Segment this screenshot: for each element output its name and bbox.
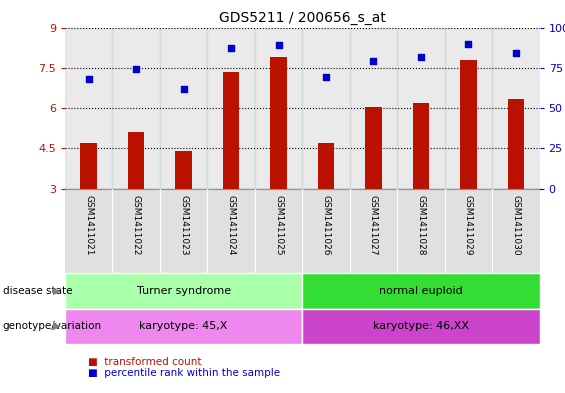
Point [464, 40, 473, 47]
Bar [128, 132, 145, 189]
Text: normal euploid: normal euploid [379, 286, 463, 296]
Bar [65, 189, 112, 273]
Text: karyotype: 46,XX: karyotype: 46,XX [373, 321, 469, 331]
Text: karyotype: 45,X: karyotype: 45,X [140, 321, 228, 331]
Bar [207, 28, 255, 189]
Text: Turner syndrome: Turner syndrome [137, 286, 231, 296]
Bar [175, 151, 192, 189]
Bar [445, 189, 492, 273]
Bar [397, 28, 445, 189]
Text: disease state: disease state [3, 286, 72, 296]
Text: GSM1411025: GSM1411025 [274, 195, 283, 256]
Bar [445, 28, 492, 189]
Text: GSM1411028: GSM1411028 [416, 195, 425, 256]
Bar [255, 28, 302, 189]
Bar [302, 273, 540, 309]
Bar [350, 28, 397, 189]
Bar [112, 189, 160, 273]
Bar [397, 189, 445, 273]
Bar [160, 28, 207, 189]
Bar [492, 189, 540, 273]
Bar [318, 143, 334, 189]
Bar [412, 103, 429, 189]
Text: ▶: ▶ [53, 286, 60, 296]
Bar [507, 99, 524, 189]
Text: ■  percentile rank within the sample: ■ percentile rank within the sample [88, 368, 280, 378]
Bar [65, 28, 112, 189]
Point [369, 58, 378, 64]
Point [179, 86, 188, 92]
Bar [270, 57, 287, 189]
Bar [112, 28, 160, 189]
Text: GSM1411023: GSM1411023 [179, 195, 188, 256]
Point [511, 50, 520, 57]
Text: GSM1411021: GSM1411021 [84, 195, 93, 256]
Bar [80, 143, 97, 189]
Point [227, 45, 236, 51]
Bar [65, 273, 302, 309]
Bar [365, 107, 382, 189]
Point [274, 42, 283, 48]
Bar [350, 189, 397, 273]
Bar [255, 189, 302, 273]
Bar [460, 60, 477, 189]
Point [321, 74, 331, 81]
Bar [65, 309, 302, 344]
Point [84, 76, 93, 82]
Text: GSM1411029: GSM1411029 [464, 195, 473, 256]
Text: GSM1411027: GSM1411027 [369, 195, 378, 256]
Bar [302, 28, 350, 189]
Bar [207, 189, 255, 273]
Bar [223, 72, 240, 189]
Point [132, 66, 141, 73]
Bar [302, 309, 540, 344]
Text: ■  transformed count: ■ transformed count [88, 356, 201, 367]
Text: genotype/variation: genotype/variation [3, 321, 102, 331]
Bar [302, 189, 350, 273]
Text: GSM1411024: GSM1411024 [227, 195, 236, 256]
Bar [160, 189, 207, 273]
Text: GSM1411026: GSM1411026 [321, 195, 331, 256]
Bar [492, 28, 540, 189]
Text: ▶: ▶ [53, 321, 60, 331]
Text: GSM1411030: GSM1411030 [511, 195, 520, 256]
Title: GDS5211 / 200656_s_at: GDS5211 / 200656_s_at [219, 11, 386, 25]
Text: GSM1411022: GSM1411022 [132, 195, 141, 256]
Point [416, 53, 425, 60]
